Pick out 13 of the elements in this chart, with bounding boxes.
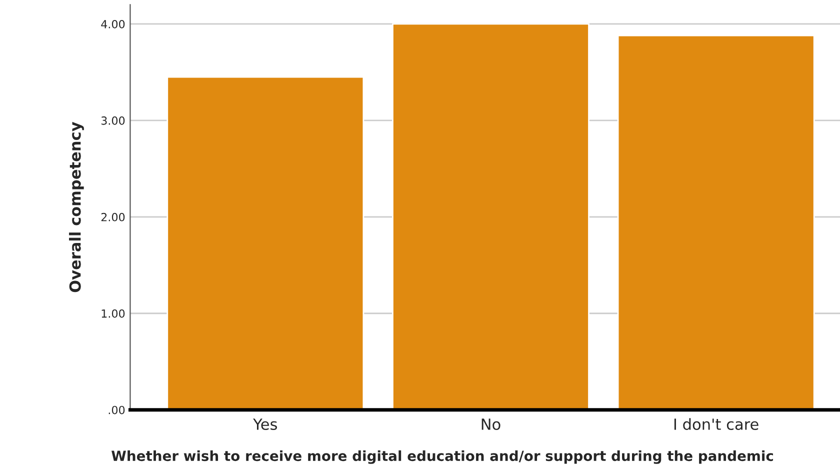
y-tick-label: 1.00 <box>102 309 125 318</box>
y-tick-label: 4.00 <box>101 20 125 28</box>
bar <box>392 23 590 410</box>
y-tick-label: 3.00 <box>101 116 125 125</box>
y-tick-label: .00 <box>108 406 125 414</box>
y-axis-title: Overall competency <box>69 122 84 292</box>
x-tick-label: No <box>482 418 500 430</box>
x-axis-title: Whether wish to receive more digital education and/or support during the pandemic <box>112 450 773 464</box>
x-tick-label: Yes <box>253 418 277 430</box>
y-tick-label: 2.00 <box>101 212 125 222</box>
bar <box>617 34 815 410</box>
bar <box>166 76 364 410</box>
x-tick-label: I don't care <box>674 418 758 430</box>
